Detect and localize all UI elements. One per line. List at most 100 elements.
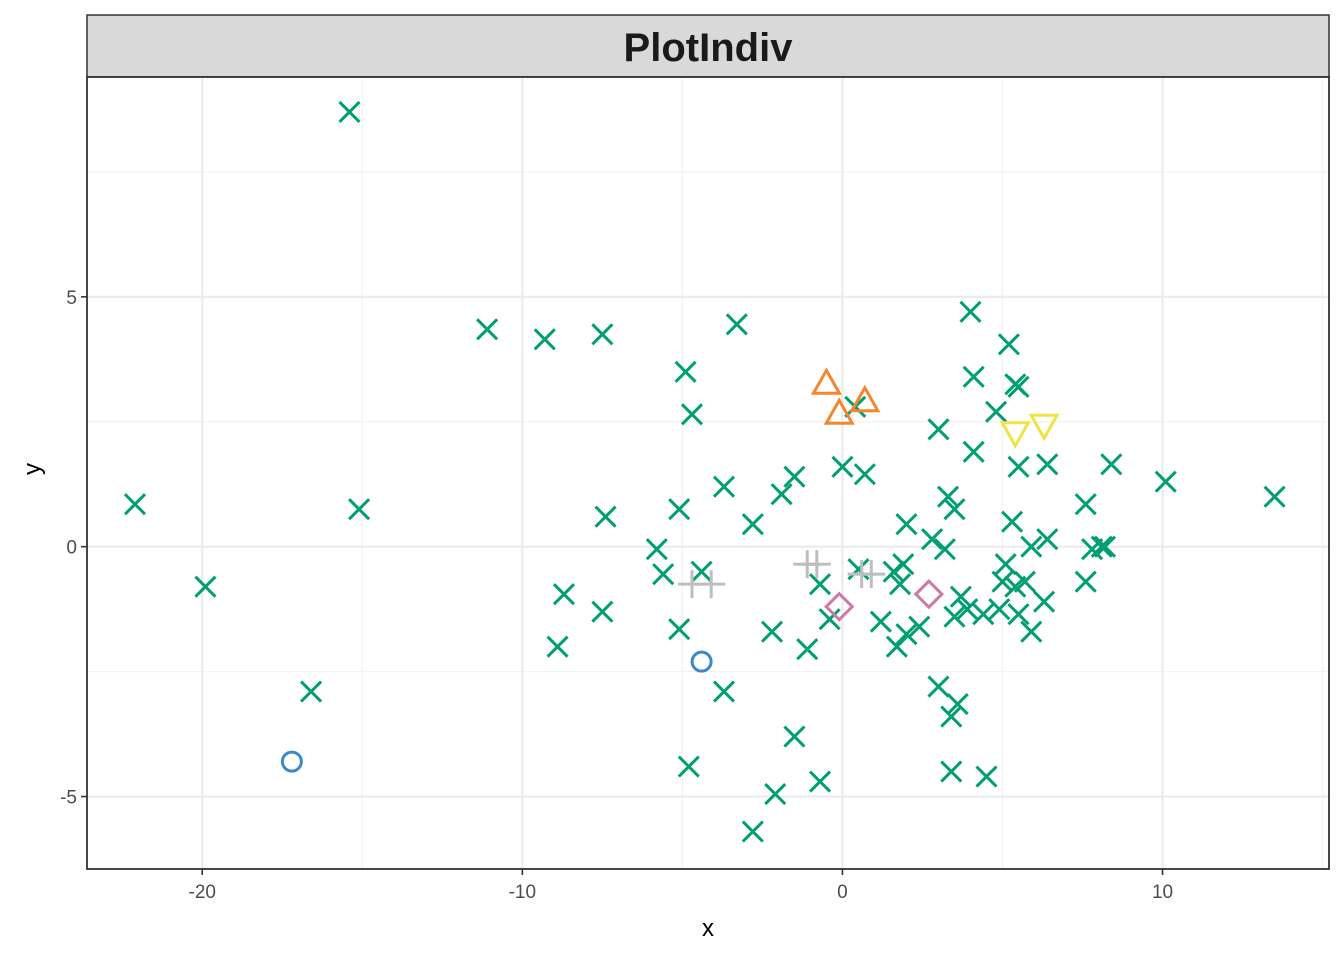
cross-point (652, 563, 675, 586)
cross-point (853, 463, 876, 486)
diamond-point (824, 591, 855, 622)
cross-point (808, 573, 832, 596)
y-tick-label: 5 (66, 288, 77, 309)
panel-border (86, 76, 1330, 870)
triangle-down-point (999, 421, 1031, 449)
grid-lines (87, 77, 1329, 869)
cross-point (690, 560, 713, 583)
cross-point (975, 765, 998, 788)
cross-point (962, 440, 985, 463)
cross-point (927, 675, 950, 698)
cross-point (783, 725, 806, 748)
x-tick-label: 0 (837, 882, 848, 903)
cross-point (194, 575, 217, 598)
data-points (123, 100, 1286, 843)
x-tick-label: -10 (509, 882, 536, 903)
cross-point (1036, 528, 1059, 551)
cross-point (908, 615, 931, 638)
cross-point (956, 598, 979, 621)
cross-point (1007, 455, 1030, 478)
cross-point (552, 583, 576, 606)
cross-point (1013, 570, 1036, 593)
facet-strip (86, 14, 1330, 78)
axes: -20 -10 0 10 -5 0 5 (60, 288, 1173, 903)
cross-point (594, 505, 617, 528)
cross-point (994, 553, 1017, 576)
cross-point (677, 755, 700, 778)
cross-point (940, 760, 963, 783)
cross-point (889, 573, 912, 596)
cross-point (1033, 590, 1056, 613)
cross-point (348, 498, 371, 521)
cross-point (764, 782, 787, 806)
cross-point (1090, 535, 1113, 558)
cross-point (760, 620, 784, 643)
cross-point (997, 333, 1020, 356)
cross-point (741, 513, 764, 536)
y-axis-title: y (19, 463, 46, 475)
cross-point (943, 605, 966, 628)
cross-point (674, 360, 697, 383)
cross-point (946, 693, 969, 716)
x-axis-title: x (702, 915, 714, 942)
triangle-up-point (849, 384, 881, 413)
y-tick-label: -5 (60, 788, 77, 809)
triangle-up-point (810, 367, 843, 395)
cross-point (940, 705, 963, 728)
cross-point (991, 570, 1014, 593)
cross-point (770, 483, 793, 506)
cross-point (1154, 470, 1177, 493)
circle-point (690, 650, 713, 673)
cross-point (869, 610, 892, 633)
cross-point (943, 498, 966, 521)
cross-point (972, 603, 995, 626)
cross-point (892, 553, 915, 576)
cross-point (1007, 603, 1030, 626)
cross-point (921, 528, 944, 551)
cross-point (712, 680, 736, 703)
cross-point (796, 638, 819, 661)
cross-point (1020, 535, 1043, 558)
cross-point (533, 328, 556, 351)
x-tick-label: 10 (1152, 882, 1173, 903)
cross-point (949, 585, 972, 608)
cross-point (668, 498, 691, 521)
cross-point (1001, 510, 1024, 533)
cross-point (1093, 535, 1116, 558)
cross-point (1036, 453, 1059, 476)
chart-title: PlotIndiv (624, 26, 794, 70)
cross-point (591, 600, 614, 623)
cross-point (680, 403, 704, 426)
cross-point (885, 635, 908, 658)
cross-point (847, 558, 870, 581)
cross-point (712, 475, 736, 498)
cross-point (933, 538, 956, 561)
cross-point (808, 770, 832, 793)
triangle-down-point (1028, 413, 1060, 442)
cross-point (668, 618, 691, 641)
diamond-point (913, 579, 944, 610)
triangle-up-point (823, 397, 855, 425)
cross-point (1074, 493, 1097, 516)
cross-point (927, 418, 950, 441)
cross-point (476, 318, 499, 341)
cross-point (725, 313, 748, 336)
cross-point (741, 820, 764, 843)
cross-point (1074, 570, 1097, 593)
cross-point (338, 100, 361, 124)
cross-point (962, 365, 985, 388)
plus-point (857, 560, 886, 589)
cross-point (988, 598, 1011, 621)
circle-point (280, 750, 303, 773)
cross-point (895, 513, 918, 536)
x-tick-label: -20 (189, 882, 216, 903)
y-tick-label: 0 (66, 538, 77, 559)
cross-point (645, 538, 668, 561)
cross-point (1020, 620, 1043, 643)
cross-point (985, 400, 1008, 423)
cross-point (591, 323, 614, 346)
cross-point (831, 455, 854, 478)
cross-point (1007, 375, 1030, 398)
cross-point (818, 608, 841, 631)
